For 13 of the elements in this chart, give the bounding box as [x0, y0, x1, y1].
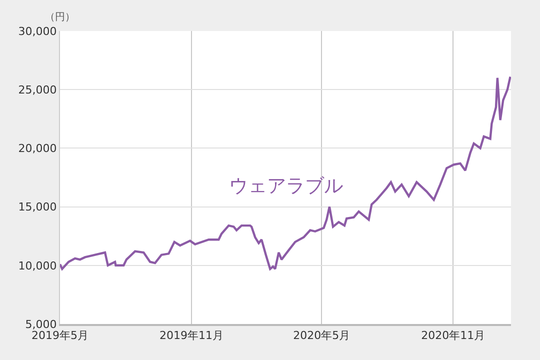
- y-tick-label: 30,000: [18, 24, 57, 38]
- y-tick-label: 10,000: [18, 259, 57, 272]
- y-tick-label: 15,000: [18, 200, 57, 214]
- y-tick-label: 5,000: [25, 318, 57, 331]
- series-label: ウェアラブル: [229, 175, 343, 197]
- x-tick-label: 2019年5月: [32, 329, 88, 342]
- y-tick-label: 20,000: [18, 142, 57, 156]
- x-tick-label: 2020年11月: [421, 329, 486, 342]
- line-series: [60, 76, 511, 270]
- x-tick-label: 2019年11月: [160, 329, 224, 342]
- x-tick-label: 2020年5月: [293, 329, 350, 342]
- y-tick-label: 25,000: [18, 83, 57, 96]
- y-axis-title: （円）: [45, 12, 75, 23]
